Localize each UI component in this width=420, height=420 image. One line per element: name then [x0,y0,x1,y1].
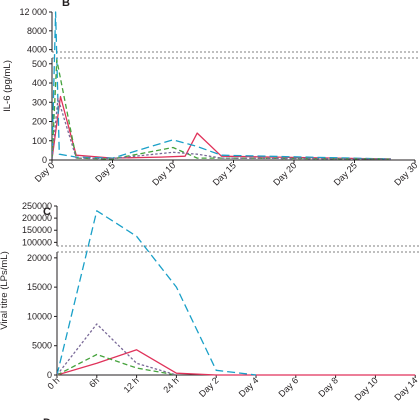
y-tick-label: 15000 [27,282,52,292]
y-tick-label: 0 [47,370,52,380]
x-tick-label: 12 h [122,375,141,394]
series-line-4 [57,323,177,376]
y-tick-label: 500 [32,59,47,69]
series-line-3 [52,59,391,160]
panel-d-label-partial: D [43,417,51,420]
x-tick-label: Day 20 [271,160,298,187]
y-tick-label: 100 [32,136,47,146]
y-tick-label: 200000 [22,213,52,223]
panel-letter-d-cropped: D [43,417,51,420]
y-axis-title: IL-6 (pg/mL) [2,60,13,112]
x-tick-label: Day 14 [392,375,419,402]
series-line-3 [57,353,177,376]
series-line-2 [57,210,257,376]
y-tick-label: 150000 [22,225,52,235]
series-line-2 [52,11,391,160]
y-tick-label: 400 [32,78,47,88]
series-line-1 [52,95,391,160]
x-tick-label: Day 6 [277,375,301,399]
y-tick-label: 200 [32,117,47,127]
x-tick-label: Day 10 [353,375,380,402]
y-tick-label: 100000 [22,237,52,247]
y-tick-label: 5000 [32,341,52,351]
y-tick-label: 0 [42,155,47,165]
panel-letter-c: C [43,206,51,218]
x-tick-label: Day 4 [237,375,261,399]
x-tick-label: Day 2 [197,375,221,399]
x-tick-label: 6h [87,375,101,389]
y-tick-label: 4000 [27,45,47,55]
x-tick-label: Day 10 [150,160,177,187]
x-tick-label: Day 8 [316,375,340,399]
x-tick-label: Day 5 [93,160,117,184]
x-tick-label: Day 15 [211,160,238,187]
panel-b-il6-chart: B IL-6 (pg/mL) 12 000 8000 4000 500 400 300 200 1… [2,0,420,188]
y-tick-label: 10000 [27,311,52,321]
x-tick-label: Day 30 [392,160,419,187]
y-tick-label: 12 000 [19,7,47,17]
panel-letter-b: B [62,0,70,9]
x-tick-label: 24 h [161,375,180,394]
x-tick-label: Day 0 [33,160,57,184]
y-axis-title: Viral titre (LPs/mL) [0,251,10,329]
y-tick-label: 250000 [22,201,52,211]
y-tick-label: 300 [32,97,47,107]
y-tick-label: 8000 [27,26,47,36]
series-line-1 [57,349,416,376]
x-tick-label: Day 25 [332,160,359,187]
y-tick-label: 20000 [27,253,52,263]
series-line-4 [52,97,391,160]
